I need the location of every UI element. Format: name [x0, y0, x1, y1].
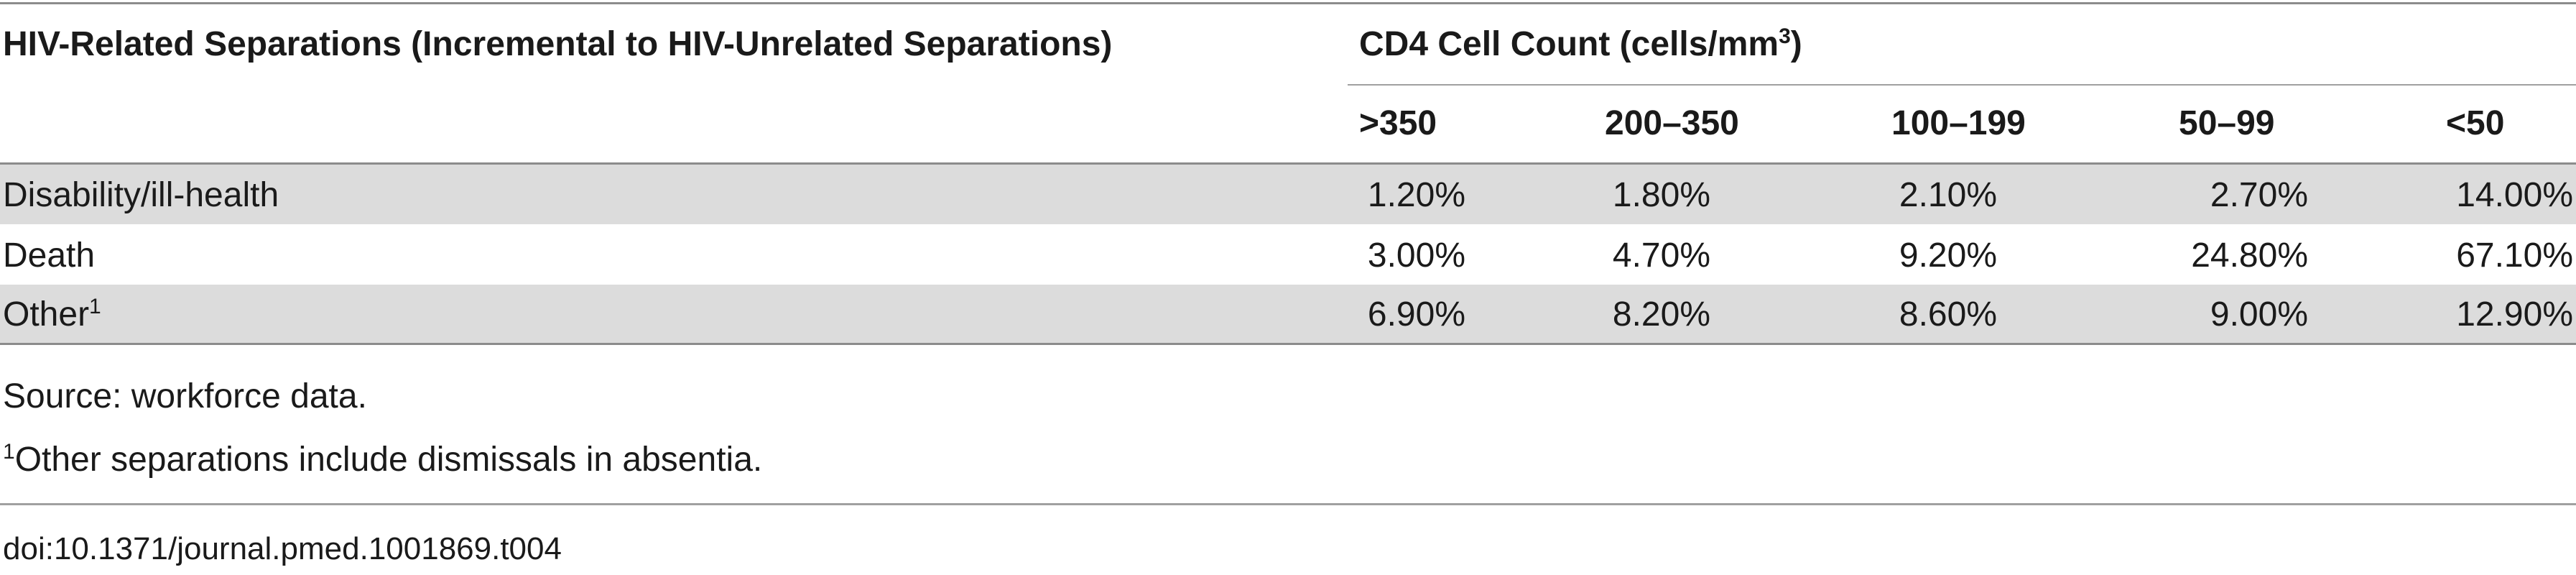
table-cell: 8.20%: [1612, 295, 1710, 334]
row-label-superscript: 1: [89, 295, 101, 318]
table-cell: 9.00%: [2210, 295, 2308, 334]
table-cell: 67.10%: [2456, 236, 2573, 275]
table-cell: 6.90%: [1367, 295, 1465, 334]
table-cell: 3.00%: [1367, 236, 1465, 275]
column-header: 100–199: [1891, 104, 2026, 142]
footer-rule: [0, 503, 2576, 505]
column-group-header-superscript: 3: [1779, 24, 1791, 48]
table-cell: 4.70%: [1612, 236, 1710, 275]
table-cell: 14.00%: [2456, 176, 2573, 214]
row-label-text: Other: [3, 295, 90, 334]
column-group-rule: [1348, 84, 2576, 86]
doi-link[interactable]: doi:10.1371/journal.pmed.1001869.t004: [3, 531, 562, 566]
footnote: 1Other separations include dismissals in…: [3, 440, 762, 480]
table-cell: 12.90%: [2456, 295, 2573, 334]
row-label: Other1: [3, 295, 101, 335]
header-bottom-rule: [0, 162, 2576, 165]
column-header: <50: [2446, 104, 2505, 142]
row-label: Disability/ill-health: [3, 176, 279, 214]
source-note: Source: workforce data.: [3, 377, 367, 415]
row-group-header: HIV-Related Separations (Incremental to …: [3, 25, 1113, 63]
table-cell: 2.70%: [2210, 176, 2308, 214]
table-bottom-rule: [0, 343, 2576, 345]
column-group-header: CD4 Cell Count (cells/mm3): [1359, 24, 1802, 65]
row-label: Death: [3, 236, 96, 275]
table-row-shading: [0, 165, 2576, 224]
table-row-shading: [0, 285, 2576, 343]
table-cell: 1.80%: [1612, 176, 1710, 214]
column-group-header-suffix: ): [1790, 25, 1802, 63]
footnote-text: Other separations include dismissals in …: [14, 441, 763, 479]
table-cell: 8.60%: [1899, 295, 1997, 334]
column-group-header-text: CD4 Cell Count (cells/mm: [1359, 25, 1779, 63]
table-cell: 1.20%: [1367, 176, 1465, 214]
column-header: 50–99: [2179, 104, 2275, 142]
column-header: >350: [1359, 104, 1437, 142]
table-cell: 2.10%: [1899, 176, 1997, 214]
top-rule: [0, 2, 2576, 4]
table-cell: 9.20%: [1899, 236, 1997, 275]
column-header: 200–350: [1605, 104, 1739, 142]
table-cell: 24.80%: [2191, 236, 2308, 275]
footnote-marker: 1: [3, 440, 15, 464]
